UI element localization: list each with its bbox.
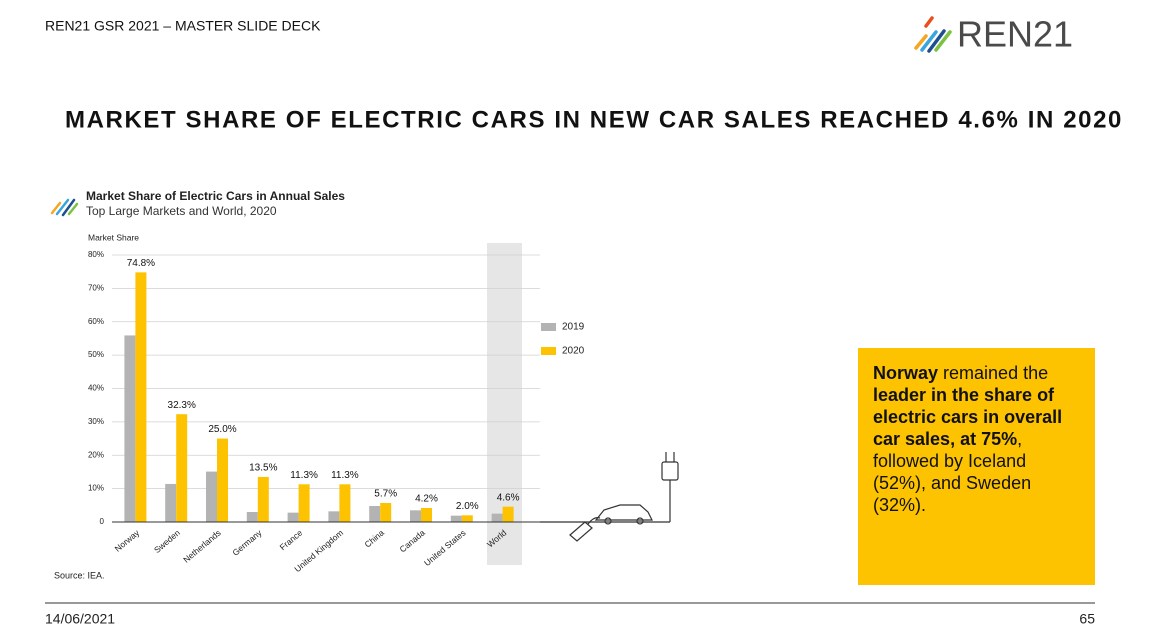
y-tick-label: 10%	[88, 484, 104, 493]
value-label: 13.5%	[249, 463, 277, 474]
x-tick-label: Norway	[113, 527, 142, 554]
bar	[135, 272, 147, 522]
logo-text: REN21	[957, 14, 1073, 55]
y-tick-label: 60%	[88, 317, 104, 326]
bar	[421, 507, 432, 522]
value-label: 74.8%	[127, 258, 155, 269]
x-tick-label: Canada	[397, 527, 426, 554]
value-label: 11.3%	[290, 470, 318, 481]
bar	[206, 471, 217, 522]
deck-label: REN21 GSR 2021 – MASTER SLIDE DECK	[45, 18, 321, 34]
value-label: 11.3%	[331, 470, 359, 481]
x-tick-label: China	[362, 527, 386, 549]
value-label: 4.2%	[415, 494, 438, 505]
footer-date: 14/06/2021	[45, 611, 115, 627]
x-tick-label: France	[278, 527, 305, 552]
bar	[369, 505, 381, 522]
y-tick-label: 70%	[88, 283, 104, 292]
legend-label: 2020	[562, 346, 585, 357]
chart-icon	[50, 198, 79, 217]
callout-box: Norway remained the leader in the share …	[858, 348, 1095, 585]
value-label: 25.0%	[208, 424, 236, 435]
bar	[380, 502, 392, 522]
x-tick-label: Germany	[230, 527, 264, 558]
y-tick-label: 50%	[88, 350, 104, 359]
slide-title: MARKET SHARE OF ELECTRIC CARS IN NEW CAR…	[65, 106, 1123, 133]
bar	[124, 335, 136, 522]
bar	[339, 484, 351, 522]
bar	[257, 476, 269, 522]
legend-label: 2019	[562, 322, 585, 333]
bar	[217, 438, 228, 522]
legend-swatch	[541, 347, 556, 355]
bar	[176, 414, 188, 522]
bar	[410, 510, 421, 522]
bar	[165, 483, 177, 522]
bar	[450, 515, 462, 522]
value-label: 4.6%	[497, 492, 520, 503]
bar	[246, 511, 258, 522]
x-tick-label: Sweden	[152, 527, 182, 555]
x-tick-label: United States	[422, 528, 468, 568]
bar	[328, 511, 340, 522]
bar	[298, 484, 310, 522]
y-tick-label: 40%	[88, 384, 104, 393]
source: Source: IEA.	[54, 570, 105, 580]
bar	[491, 513, 503, 522]
y-tick-label: 30%	[88, 417, 104, 426]
ev-icon	[540, 452, 679, 542]
y-tick-label: 20%	[88, 450, 104, 459]
legend-swatch	[541, 323, 556, 331]
bar	[502, 506, 514, 522]
callout-text: , followed by Iceland (52%), and Sweden …	[873, 429, 1032, 515]
bar	[461, 515, 473, 522]
logo-icon	[914, 16, 952, 53]
x-tick-label: Netherlands	[181, 528, 223, 565]
value-label: 5.7%	[374, 489, 397, 500]
callout-text: remained the	[938, 363, 1049, 383]
value-label: 2.0%	[456, 501, 479, 512]
callout-bold: Norway	[873, 363, 939, 383]
callout-bold: leader in the share of electric cars in …	[873, 385, 1063, 449]
bar	[287, 512, 299, 522]
y-tick-label: 0	[100, 517, 105, 526]
chart-title: Market Share of Electric Cars in Annual …	[86, 189, 345, 203]
value-label: 32.3%	[168, 400, 196, 411]
chart-subtitle: Top Large Markets and World, 2020	[86, 204, 277, 218]
y-axis-label: Market Share	[88, 232, 139, 242]
y-tick-label: 80%	[88, 250, 104, 259]
page-number: 65	[1079, 611, 1095, 627]
